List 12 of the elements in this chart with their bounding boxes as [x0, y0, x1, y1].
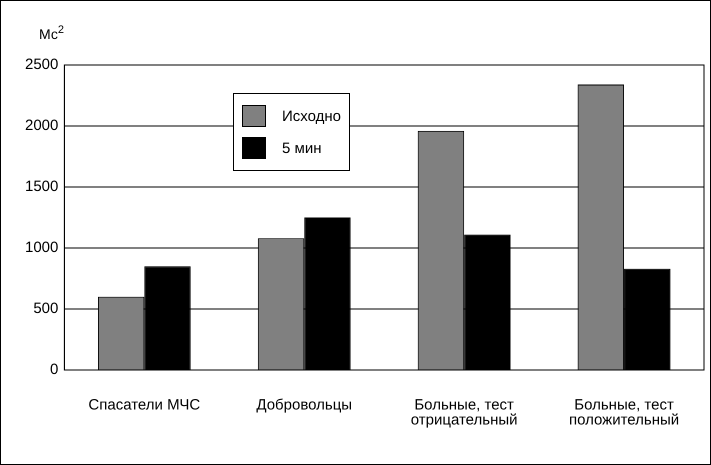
x-tick-label: Добровольцы: [256, 396, 352, 414]
y-tick-label: 1500: [24, 178, 58, 196]
y-tick-label: 1000: [24, 239, 58, 256]
y-tick-label: 500: [33, 300, 58, 318]
y-tick-label: 0: [50, 361, 58, 378]
y-tick-label: 2000: [24, 117, 58, 134]
x-tick-label: Спасатели МЧС: [88, 396, 200, 414]
x-tick-label: Больные, тест отрицательный: [410, 396, 518, 429]
x-tick-label: Больные, тест положительный: [568, 396, 680, 429]
legend-label: 5 мин: [282, 140, 322, 156]
legend-label: Исходно: [282, 108, 342, 124]
y-tick-label: 2500: [24, 56, 58, 74]
